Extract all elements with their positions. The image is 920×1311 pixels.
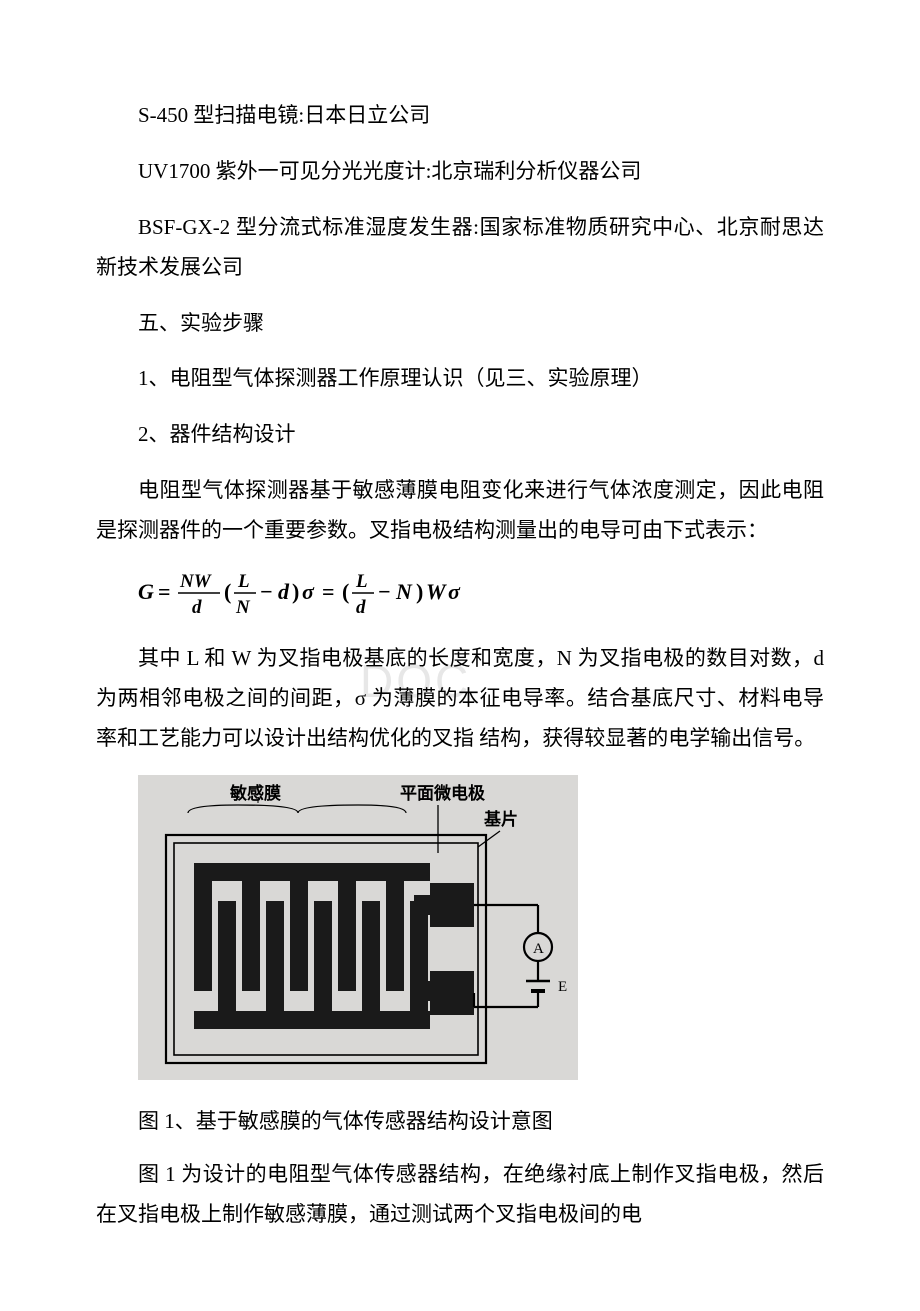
equipment-line-1: S-450 型扫描电镜:日本日立公司	[96, 96, 824, 136]
device-paragraph: 电阻型气体探测器基于敏感薄膜电阻变化来进行气体浓度测定，因此电阻是探测器件的一个…	[96, 471, 824, 551]
svg-text:d: d	[192, 597, 202, 618]
svg-text:N: N	[395, 579, 413, 604]
svg-text:NW: NW	[179, 571, 212, 592]
svg-text:=: =	[322, 579, 335, 604]
svg-text:=: =	[158, 579, 171, 604]
svg-text:L: L	[355, 571, 368, 592]
svg-text:): )	[416, 579, 423, 604]
equipment-line-2: UV1700 紫外一可见分光光度计:北京瑞利分析仪器公司	[96, 152, 824, 192]
figure-1-caption: 图 1、基于敏感膜的气体传感器结构设计意图	[96, 1102, 824, 1142]
label-micro-electrode: 平面微电极	[400, 783, 485, 803]
label-ammeter: A	[533, 941, 544, 957]
conductance-formula: G = NW d ( L N − d ) σ = ( L d	[96, 567, 824, 619]
section-heading-5: 五、实验步骤	[96, 304, 824, 344]
svg-text:−: −	[260, 579, 273, 604]
document-body: S-450 型扫描电镜:日本日立公司 UV1700 紫外一可见分光光度计:北京瑞…	[96, 96, 824, 1235]
svg-text:G: G	[138, 579, 154, 604]
svg-text:−: −	[378, 579, 391, 604]
svg-text:d: d	[278, 579, 290, 604]
equipment-line-3: BSF-GX-2 型分流式标准湿度发生器:国家标准物质研究中心、北京耐思达新技术…	[96, 208, 824, 288]
svg-text:N: N	[235, 597, 251, 618]
svg-text:): )	[292, 579, 299, 604]
svg-text:σ: σ	[302, 579, 315, 604]
svg-text:σ: σ	[448, 579, 461, 604]
label-sensitive-film: 敏感膜	[229, 783, 281, 803]
figure-1: 敏感膜 平面微电极 基片	[96, 775, 824, 1094]
svg-text:W: W	[426, 579, 447, 604]
svg-text:(: (	[224, 579, 231, 604]
step-1: 1、电阻型气体探测器工作原理认识（见三、实验原理）	[96, 359, 824, 399]
svg-text:d: d	[356, 597, 366, 618]
formula-explanation: 其中 L 和 W 为叉指电极基底的长度和宽度，N 为叉指电极的数目对数，d 为两…	[96, 639, 824, 759]
svg-text:L: L	[237, 571, 250, 592]
label-substrate: 基片	[483, 809, 518, 829]
figure-1-description: 图 1 为设计的电阻型气体传感器结构，在绝缘衬底上制作叉指电极，然后在叉指电极上…	[96, 1155, 824, 1235]
svg-text:(: (	[342, 579, 349, 604]
step-2: 2、器件结构设计	[96, 415, 824, 455]
label-battery: E	[558, 979, 567, 995]
